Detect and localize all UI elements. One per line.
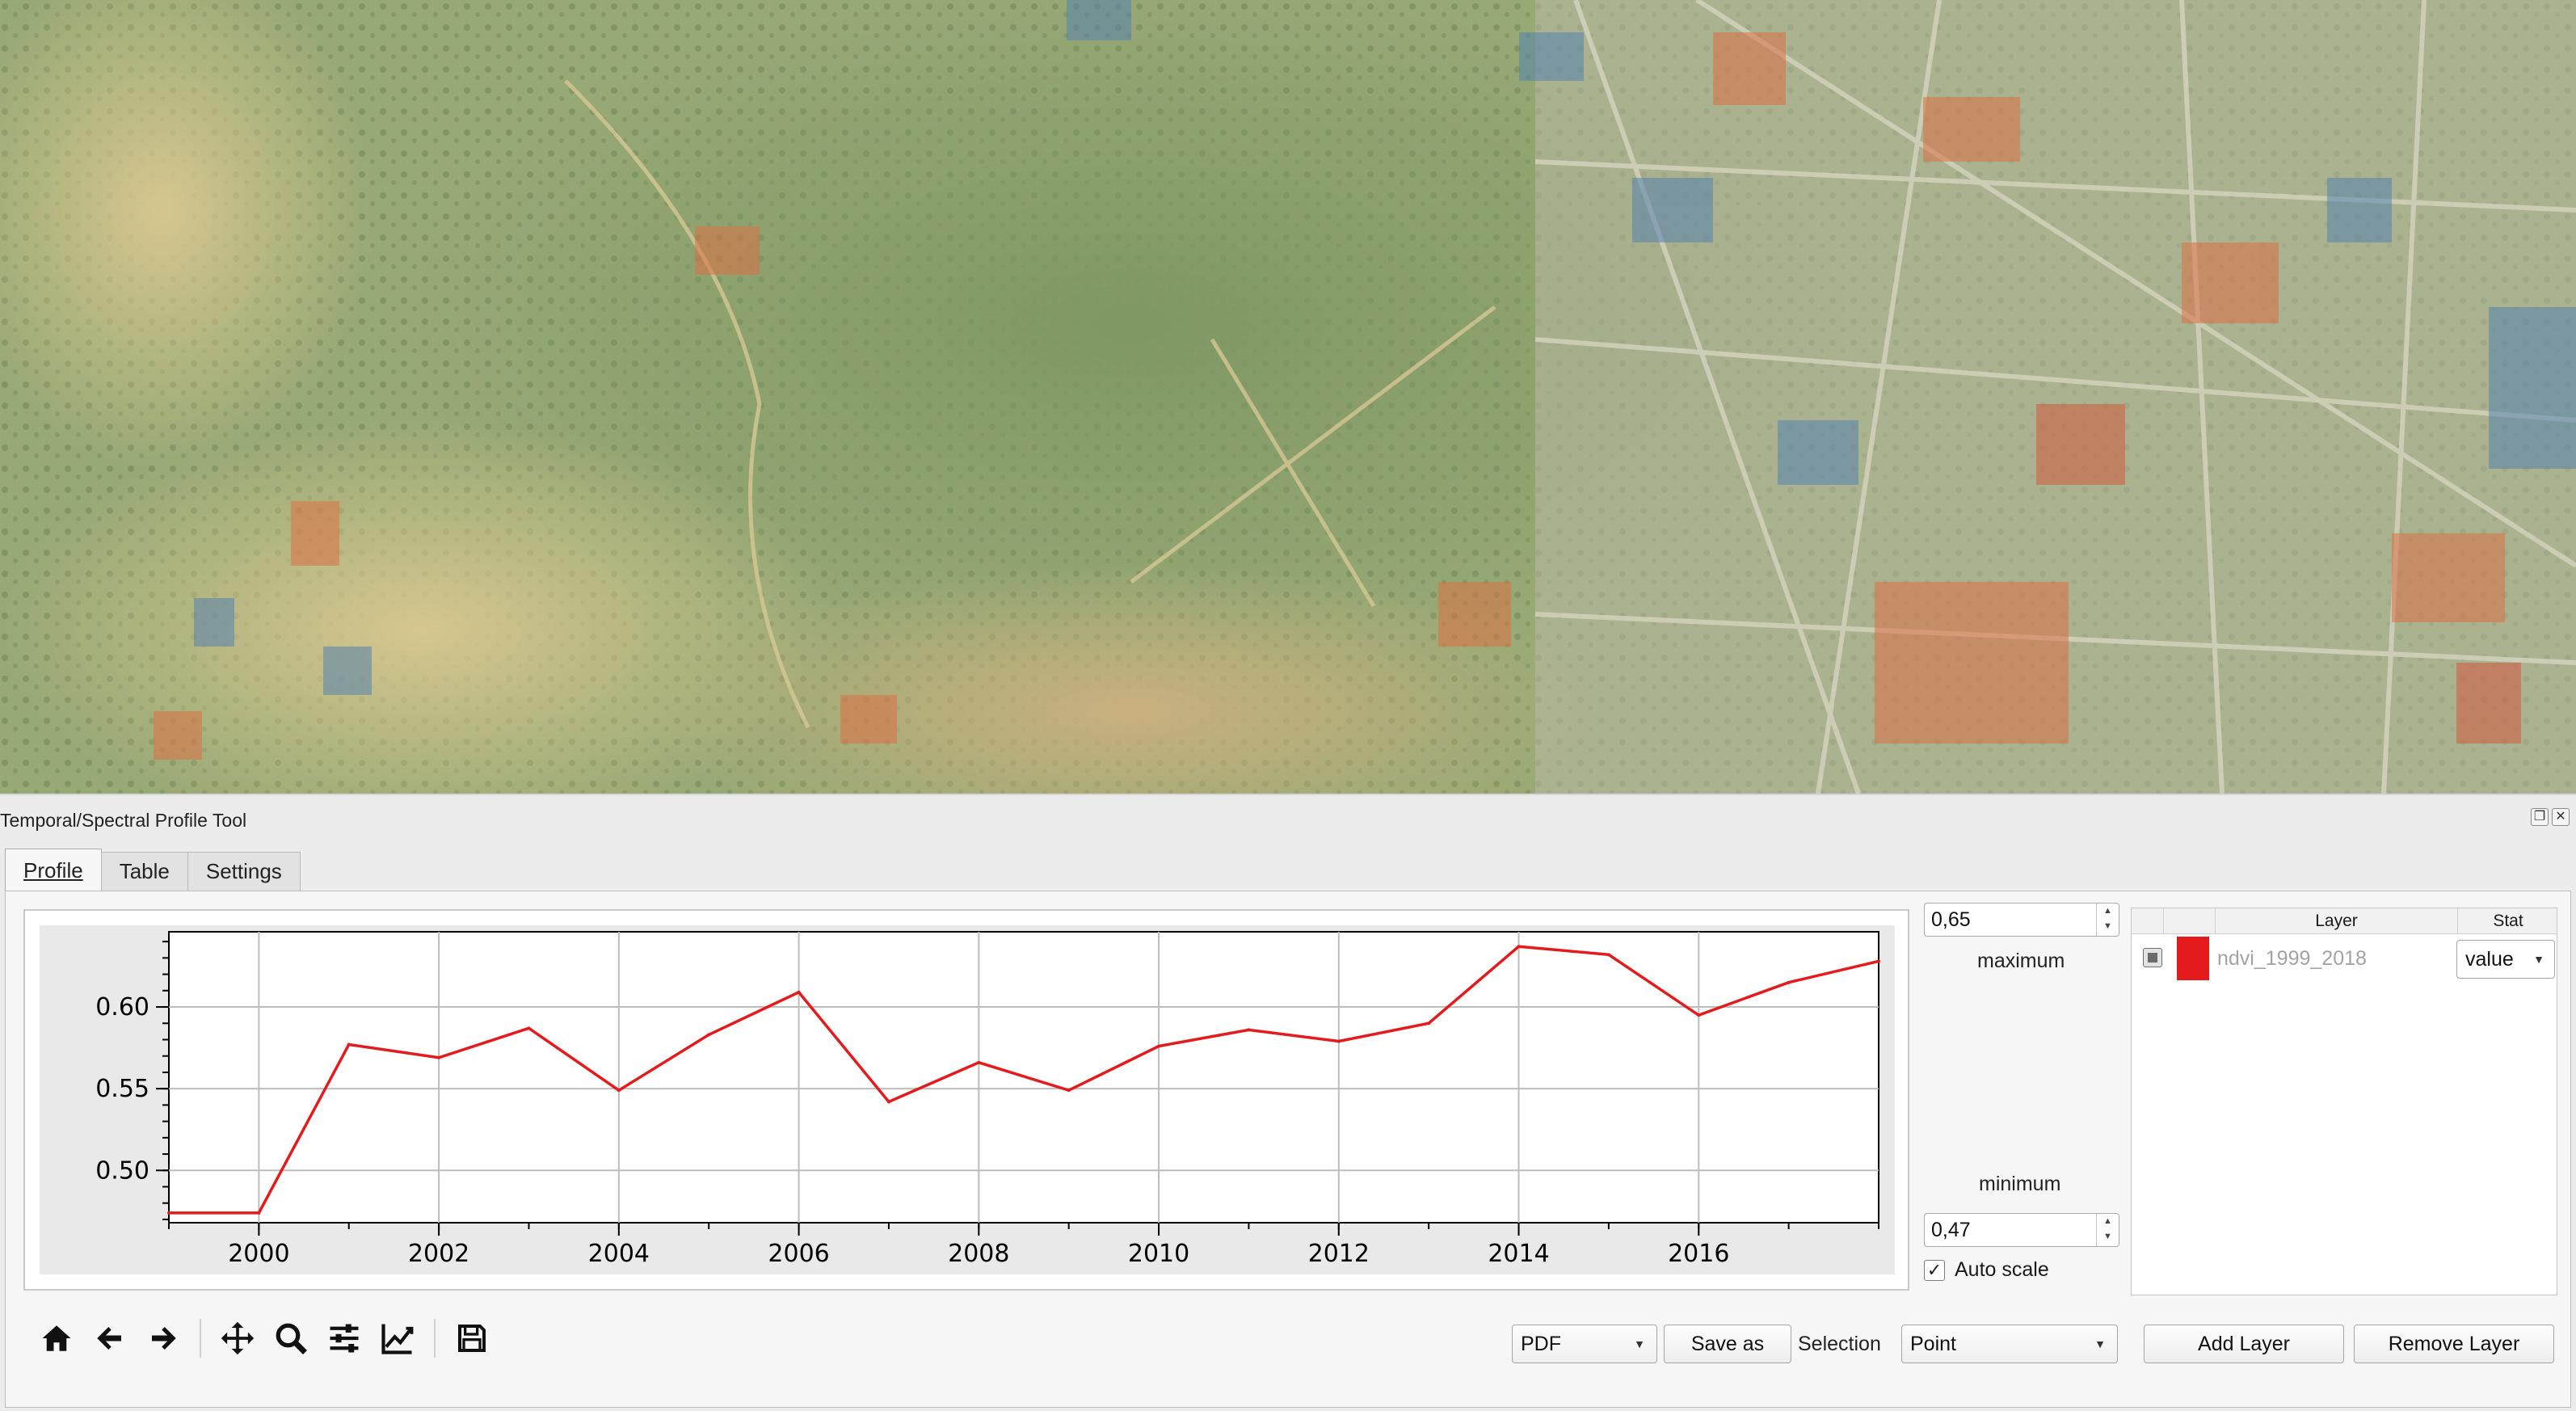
y-tick-label: 0.60 xyxy=(95,993,149,1021)
data-point xyxy=(1427,1021,1431,1026)
stat-value: value xyxy=(2465,948,2514,971)
table-row[interactable]: ndvi_1999_2018 value ▼ xyxy=(2132,935,2557,982)
configure-subplots-icon[interactable] xyxy=(326,1320,363,1357)
save-as-button[interactable]: Save as xyxy=(1664,1325,1791,1363)
x-tick-label: 2002 xyxy=(408,1240,469,1268)
x-tick-label: 2004 xyxy=(588,1240,650,1268)
close-icon[interactable]: ✕ xyxy=(2552,808,2570,826)
map-canvas[interactable] xyxy=(0,0,2576,794)
data-point xyxy=(167,1211,170,1215)
stat-combobox[interactable]: value ▼ xyxy=(2456,940,2555,979)
data-point xyxy=(347,1042,351,1047)
maximum-value: 0,65 xyxy=(1931,908,1971,931)
profile-tab-content: 0.50 0.55 0.60 2000 2002 2004 2006 2008 2010 201… xyxy=(5,891,2571,1408)
data-point xyxy=(1517,945,1521,949)
data-point xyxy=(1336,1039,1341,1043)
selection-value: Point xyxy=(1910,1333,1956,1355)
maximum-label: maximum xyxy=(1977,950,2065,972)
data-point xyxy=(1247,1028,1251,1032)
selection-label: Selection xyxy=(1798,1333,1881,1355)
zoom-icon[interactable] xyxy=(272,1320,309,1357)
x-tick-label: 2000 xyxy=(228,1240,289,1268)
data-point xyxy=(257,1211,261,1215)
data-point xyxy=(797,990,801,994)
back-arrow-icon[interactable] xyxy=(91,1320,128,1357)
minimum-value: 0,47 xyxy=(1931,1219,1971,1241)
data-point xyxy=(527,1026,531,1030)
tab-bar: Profile Table Settings xyxy=(5,849,301,891)
plot-frame: 0.50 0.55 0.60 2000 2002 2004 2006 2008 2010 201… xyxy=(23,909,1909,1291)
selection-combobox[interactable]: Point ▼ xyxy=(1901,1325,2118,1363)
data-point xyxy=(1067,1089,1071,1093)
layer-table: Layer Stat ndvi_1999_2018 value ▼ xyxy=(2131,908,2557,1295)
layer-enabled-checkbox[interactable] xyxy=(2143,948,2162,967)
data-point xyxy=(1697,1013,1701,1017)
tab-table[interactable]: Table xyxy=(100,852,188,891)
spin-arrows-icon[interactable]: ▲ ▼ xyxy=(2096,903,2119,936)
x-tick-label: 2010 xyxy=(1128,1240,1189,1268)
float-icon[interactable]: ❐ xyxy=(2531,808,2549,826)
layer-table-header: Layer Stat xyxy=(2132,908,2557,934)
forward-arrow-icon[interactable] xyxy=(145,1320,182,1357)
y-tick-label: 0.50 xyxy=(95,1156,149,1185)
x-tick-label: 2016 xyxy=(1668,1240,1729,1268)
add-layer-button[interactable]: Add Layer xyxy=(2144,1325,2344,1363)
data-point xyxy=(886,1100,890,1104)
layer-color-swatch[interactable] xyxy=(2177,937,2209,980)
y-tick-label: 0.55 xyxy=(95,1075,149,1103)
save-figure-icon[interactable] xyxy=(453,1320,490,1357)
map-raster-overlay xyxy=(0,0,2576,794)
home-icon[interactable] xyxy=(38,1320,75,1357)
autoscale-checkbox[interactable]: ✓ Auto scale xyxy=(1924,1258,2049,1282)
export-format-value: PDF xyxy=(1521,1333,1561,1355)
data-point xyxy=(617,1089,621,1093)
data-point xyxy=(1606,953,1610,957)
x-tick-label: 2008 xyxy=(948,1240,1009,1268)
x-tick-label: 2006 xyxy=(768,1240,829,1268)
chevron-down-icon: ▼ xyxy=(2533,953,2544,966)
chevron-down-icon: ▼ xyxy=(1634,1337,1645,1350)
autoscale-label: Auto scale xyxy=(1955,1258,2049,1281)
x-tick-label: 2012 xyxy=(1308,1240,1370,1268)
ndvi-series-line xyxy=(169,945,1879,1215)
maximum-spinbox[interactable]: 0,65 ▲ ▼ xyxy=(1924,903,2119,937)
tab-settings[interactable]: Settings xyxy=(187,852,301,891)
remove-layer-button[interactable]: Remove Layer xyxy=(2354,1325,2554,1363)
export-format-combobox[interactable]: PDF ▼ xyxy=(1512,1325,1657,1363)
minimum-spinbox[interactable]: 0,47 ▲ ▼ xyxy=(1924,1213,2119,1247)
plot-toolbar xyxy=(38,1310,490,1367)
column-header-stat[interactable]: Stat xyxy=(2493,912,2523,930)
spin-arrows-icon[interactable]: ▲ ▼ xyxy=(2096,1214,2119,1246)
data-point xyxy=(437,1055,441,1059)
chevron-down-icon: ▼ xyxy=(2094,1337,2106,1350)
data-point xyxy=(977,1060,981,1064)
pan-icon[interactable] xyxy=(219,1320,256,1357)
edit-axis-icon[interactable] xyxy=(379,1320,416,1357)
profile-tool-dock: Temporal/Spectral Profile Tool ❐ ✕ Profi… xyxy=(0,794,2576,1411)
data-point xyxy=(1877,959,1880,963)
ndvi-profile-chart[interactable]: 0.50 0.55 0.60 2000 2002 2004 2006 2008 2010 201… xyxy=(40,925,1895,1274)
tab-profile[interactable]: Profile xyxy=(5,849,102,891)
data-point xyxy=(707,1033,711,1037)
minimum-label: minimum xyxy=(1979,1173,2061,1195)
layer-name: ndvi_1999_2018 xyxy=(2217,947,2367,970)
plot-area[interactable]: 0.50 0.55 0.60 2000 2002 2004 2006 2008 2010 201… xyxy=(40,925,1895,1274)
dock-title: Temporal/Spectral Profile Tool xyxy=(0,810,247,831)
checkmark-icon[interactable]: ✓ xyxy=(1924,1259,1945,1281)
column-header-layer[interactable]: Layer xyxy=(2216,908,2458,934)
data-point xyxy=(1787,980,1791,984)
x-tick-label: 2014 xyxy=(1488,1240,1549,1268)
column-header-color xyxy=(2164,908,2216,934)
column-header-enabled xyxy=(2132,908,2164,934)
data-point xyxy=(1157,1044,1161,1048)
